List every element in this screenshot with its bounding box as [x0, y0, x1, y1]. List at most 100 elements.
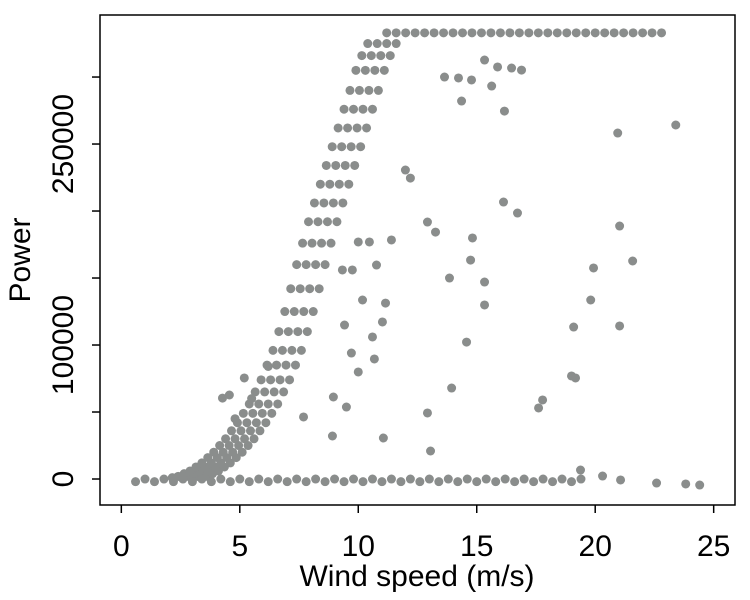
point: [239, 373, 249, 383]
point: [340, 320, 350, 330]
point: [349, 474, 359, 484]
point: [590, 28, 600, 38]
point: [209, 447, 219, 457]
point: [638, 28, 648, 38]
point: [364, 85, 374, 95]
point: [321, 160, 331, 170]
point: [287, 345, 297, 355]
point: [345, 85, 355, 95]
point: [571, 28, 581, 38]
point: [657, 28, 667, 38]
point: [358, 295, 368, 305]
point: [369, 354, 379, 364]
point: [538, 395, 548, 405]
point: [422, 408, 432, 418]
point: [382, 28, 392, 38]
point: [227, 426, 237, 436]
point: [298, 238, 308, 248]
point: [263, 477, 273, 487]
point: [495, 28, 505, 38]
point: [415, 477, 425, 487]
point: [333, 123, 343, 133]
point: [378, 433, 388, 443]
point: [543, 28, 553, 38]
point: [282, 477, 292, 487]
point: [576, 474, 586, 484]
point: [510, 477, 520, 487]
point: [228, 447, 238, 457]
point: [279, 387, 289, 397]
point: [261, 418, 271, 428]
point: [453, 477, 463, 487]
point: [467, 75, 477, 85]
point: [569, 322, 579, 332]
point: [341, 402, 351, 412]
point: [405, 474, 415, 484]
point: [203, 453, 213, 463]
point: [447, 383, 457, 393]
point: [224, 390, 234, 400]
point: [467, 233, 477, 243]
point: [249, 434, 259, 444]
point: [320, 260, 330, 270]
point: [480, 277, 490, 287]
point: [315, 179, 325, 189]
point: [295, 284, 305, 294]
point: [247, 394, 257, 404]
point: [360, 65, 370, 75]
point: [443, 474, 453, 484]
point: [353, 367, 363, 377]
point: [255, 426, 265, 436]
point: [367, 474, 377, 484]
point: [224, 441, 234, 451]
point: [571, 373, 581, 383]
point: [616, 475, 626, 485]
point: [351, 65, 361, 75]
point: [311, 260, 321, 270]
point: [426, 446, 436, 456]
point: [301, 477, 311, 487]
point: [391, 39, 401, 49]
point: [240, 434, 250, 444]
point: [334, 179, 344, 189]
point: [326, 238, 336, 248]
point: [218, 447, 228, 457]
point: [671, 120, 681, 130]
point: [245, 426, 255, 436]
point: [263, 361, 273, 371]
point: [168, 477, 178, 487]
point: [548, 477, 558, 487]
point: [254, 474, 264, 484]
point: [344, 179, 354, 189]
point: [557, 474, 567, 484]
point: [311, 474, 321, 484]
point: [327, 431, 337, 441]
point: [512, 208, 522, 218]
point: [480, 300, 490, 310]
point: [322, 217, 332, 227]
point: [317, 238, 327, 248]
point: [238, 408, 248, 418]
point: [514, 28, 524, 38]
point: [293, 327, 303, 337]
point: [149, 477, 159, 487]
point: [313, 217, 323, 227]
point: [480, 55, 490, 65]
point: [681, 479, 691, 489]
point: [386, 474, 396, 484]
point: [256, 375, 266, 385]
point: [366, 51, 376, 61]
point: [439, 28, 449, 38]
point: [373, 85, 383, 95]
point: [327, 142, 337, 152]
point: [381, 298, 391, 308]
point: [377, 477, 387, 487]
point: [215, 441, 225, 451]
point: [260, 387, 270, 397]
point: [377, 317, 387, 327]
point: [350, 160, 360, 170]
point: [250, 387, 260, 397]
point: [552, 28, 562, 38]
y-tick-label: 250000: [47, 94, 80, 194]
point: [346, 142, 356, 152]
